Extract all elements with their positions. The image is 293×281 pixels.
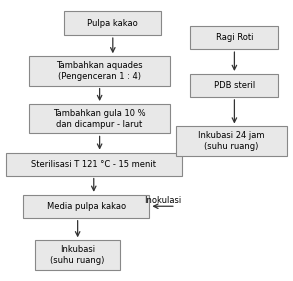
- FancyBboxPatch shape: [176, 126, 287, 156]
- FancyBboxPatch shape: [29, 104, 170, 133]
- Text: Tambahkan aquades
(Pengenceran 1 : 4): Tambahkan aquades (Pengenceran 1 : 4): [56, 61, 143, 81]
- Text: Sterilisasi T 121 °C - 15 menit: Sterilisasi T 121 °C - 15 menit: [31, 160, 156, 169]
- Text: Inkubasi 24 jam
(suhu ruang): Inkubasi 24 jam (suhu ruang): [198, 131, 265, 151]
- Text: Pulpa kakao: Pulpa kakao: [87, 19, 138, 28]
- Text: Media pulpa kakao: Media pulpa kakao: [47, 202, 126, 211]
- Text: Inkubasi
(suhu ruang): Inkubasi (suhu ruang): [50, 245, 105, 265]
- FancyBboxPatch shape: [64, 11, 161, 35]
- Text: PDB steril: PDB steril: [214, 81, 255, 90]
- Text: Ragi Roti: Ragi Roti: [216, 33, 253, 42]
- FancyBboxPatch shape: [6, 153, 182, 176]
- FancyBboxPatch shape: [190, 74, 278, 97]
- FancyBboxPatch shape: [29, 56, 170, 86]
- FancyBboxPatch shape: [190, 26, 278, 49]
- FancyBboxPatch shape: [23, 195, 149, 218]
- Text: Tambahkan gula 10 %
dan dicampur - larut: Tambahkan gula 10 % dan dicampur - larut: [53, 109, 146, 129]
- FancyBboxPatch shape: [35, 240, 120, 270]
- Text: Inokulasi: Inokulasi: [144, 196, 181, 205]
